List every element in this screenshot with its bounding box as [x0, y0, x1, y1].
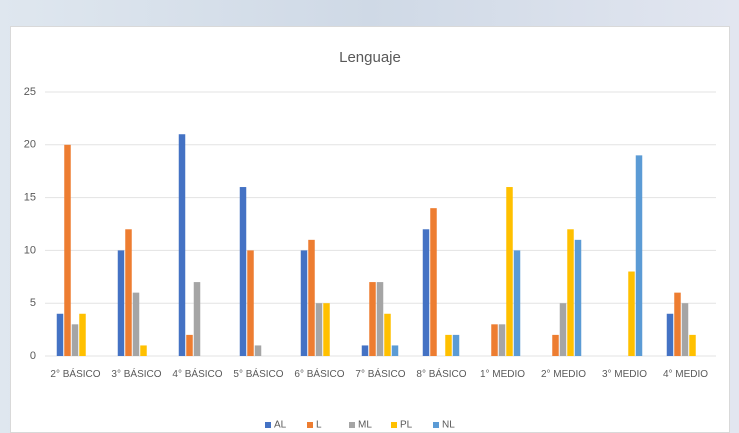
bar	[452, 334, 460, 356]
x-tick-label: 3° MEDIO	[601, 369, 648, 380]
legend-label: ML	[358, 420, 372, 431]
bar	[193, 282, 201, 356]
bar	[79, 313, 86, 356]
bar	[254, 345, 262, 356]
bar	[315, 303, 323, 356]
bar	[681, 303, 689, 356]
bar	[361, 345, 369, 356]
bar	[445, 334, 452, 356]
bar	[376, 282, 384, 356]
bar	[491, 324, 498, 356]
bar	[552, 334, 559, 356]
legend-label: AL	[274, 420, 287, 431]
legend-swatch	[307, 422, 313, 428]
bar	[308, 239, 315, 356]
legend-swatch	[265, 422, 271, 428]
bar	[574, 239, 582, 356]
legend-swatch	[433, 422, 439, 428]
x-tick-label: 7° BÁSICO	[355, 369, 406, 380]
legend-swatch	[349, 422, 355, 428]
legend-swatch	[391, 422, 397, 428]
bar	[186, 334, 193, 356]
legend-label: L	[316, 420, 322, 431]
bar	[132, 292, 140, 356]
bar	[635, 155, 643, 356]
bar	[64, 144, 71, 356]
bar	[56, 313, 64, 356]
y-tick-label: 0	[30, 350, 36, 362]
bar	[300, 250, 308, 356]
x-tick-label: 5° BÁSICO	[233, 369, 284, 380]
bar	[567, 229, 574, 356]
y-tick-label: 15	[24, 192, 36, 204]
y-tick-label: 20	[24, 139, 36, 151]
bar	[559, 303, 567, 356]
x-tick-label: 8° BÁSICO	[416, 369, 467, 380]
y-tick-label: 5	[30, 297, 36, 309]
bar	[247, 250, 254, 356]
x-tick-label: 1° MEDIO	[479, 369, 526, 380]
x-tick-label: 4° BÁSICO	[172, 369, 223, 380]
legend-label: PL	[400, 420, 413, 431]
x-tick-label: 4° MEDIO	[662, 369, 709, 380]
legend-label: NL	[442, 420, 455, 431]
chart-title: Lenguaje	[339, 49, 401, 66]
bar	[422, 229, 430, 356]
bar	[369, 282, 376, 356]
bar	[506, 187, 513, 356]
bar	[689, 334, 696, 356]
y-tick-label: 25	[24, 86, 36, 98]
bar	[117, 250, 125, 356]
bar	[498, 324, 506, 356]
bar	[628, 271, 635, 356]
bar	[71, 324, 79, 356]
x-tick-label: 2° BÁSICO	[50, 369, 101, 380]
x-tick-label: 3° BÁSICO	[111, 369, 162, 380]
bar	[125, 229, 132, 356]
x-tick-label: 6° BÁSICO	[294, 369, 345, 380]
y-tick-label: 10	[24, 244, 36, 256]
bar	[430, 208, 437, 356]
bar	[323, 303, 330, 356]
bar	[674, 292, 681, 356]
bar	[239, 187, 247, 356]
x-tick-label: 2° MEDIO	[540, 369, 587, 380]
bar	[384, 313, 391, 356]
bar	[391, 345, 399, 356]
bar	[140, 345, 147, 356]
bar	[666, 313, 674, 356]
bar	[178, 134, 186, 356]
bar	[513, 250, 521, 356]
